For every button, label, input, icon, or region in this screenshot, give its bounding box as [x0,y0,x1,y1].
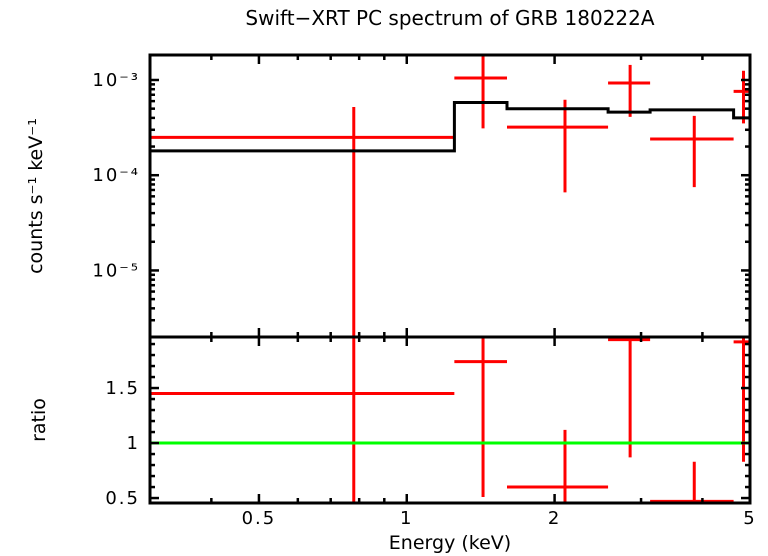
y-tick-label: 1 [127,433,140,454]
spectrum-panel: 10⁻³ 10⁻⁴ 10⁻⁵ [92,53,752,339]
chart-title: Swift−XRT PC spectrum of GRB 180222A [245,6,654,30]
x-tick-label: 5 [743,508,756,529]
x-tick-label: 2 [548,508,561,529]
model-step-line [150,101,750,153]
x-tick-label: 1 [400,508,413,529]
y-tick-label: 10⁻⁵ [92,260,140,281]
panel-border [148,335,752,505]
panels-group: 10⁻³ 10⁻⁴ 10⁻⁵ 0.5 1 2 5 0.5 1 1.5 [92,53,756,529]
y-axis-label-ratio: ratio [28,398,50,442]
y-tick-label: 10⁻⁴ [92,165,140,186]
x-tick-label: 0.5 [242,508,277,529]
y-axis-label-counts: counts s⁻¹ keV⁻¹ [25,118,47,274]
y-tick-label: 1.5 [105,378,140,399]
ratio-panel: 0.5 1 2 5 0.5 1 1.5 [105,335,756,529]
y-tick-label: 0.5 [105,488,140,509]
x-axis-label: Energy (keV) [389,532,511,554]
y-tick-label: 10⁻³ [92,70,140,91]
panel-border [148,53,752,339]
